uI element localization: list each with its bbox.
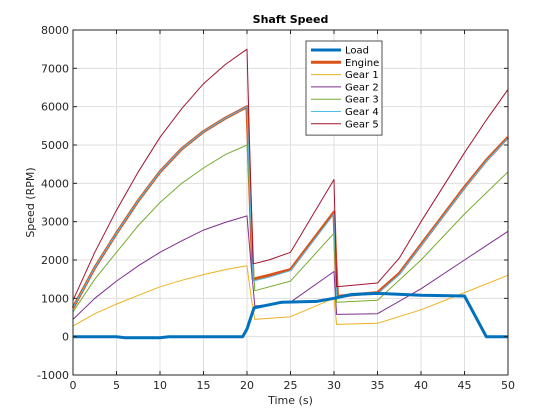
legend-label-gear-4: Gear 4: [345, 107, 379, 118]
series-line-gear-4: [72, 106, 509, 309]
x-tick-label: 5: [113, 379, 120, 392]
legend-label-engine: Engine: [345, 58, 379, 69]
series-line-gear-2: [72, 215, 509, 320]
y-tick-label: 4000: [41, 177, 69, 190]
x-tick-label: 50: [501, 379, 515, 392]
series-line-load: [73, 291, 508, 340]
y-tick-label: 0: [62, 331, 69, 344]
y-axis-label: Speed (RPM): [24, 167, 37, 237]
x-tick-label: 10: [153, 379, 167, 392]
legend-label-gear-2: Gear 2: [345, 82, 379, 93]
legend-box: [305, 40, 383, 136]
x-axis-label: Time (s): [267, 394, 313, 407]
legend-label-gear-3: Gear 3: [345, 95, 379, 106]
y-tick-label: 2000: [41, 254, 69, 267]
chart-title: Shaft Speed: [253, 13, 329, 26]
x-tick-label: 30: [327, 379, 341, 392]
legend-label-gear-5: Gear 5: [345, 119, 379, 130]
y-tick-label: -1000: [37, 369, 69, 382]
series-line-gear-1: [72, 265, 509, 327]
x-tick-label: 20: [240, 379, 254, 392]
x-tick-label: 0: [70, 379, 77, 392]
x-tick-label: 15: [197, 379, 211, 392]
y-tick-label: 5000: [41, 139, 69, 152]
ticks: 0 5 10 15 20 25 30 35 40 45 50-1000010002000300040…: [37, 24, 515, 392]
x-tick-label: 25: [284, 379, 298, 392]
y-tick-label: 1000: [41, 292, 69, 305]
series-line-gear-5: [72, 48, 509, 301]
legend-label-load: Load: [345, 46, 369, 57]
y-tick-label: 7000: [41, 62, 69, 75]
y-tick-label: 6000: [41, 101, 69, 114]
x-tick-label: 45: [458, 379, 472, 392]
y-tick-label: 3000: [41, 216, 69, 229]
series-lines: [71, 48, 510, 340]
x-tick-label: 35: [371, 379, 385, 392]
y-tick-label: 8000: [41, 24, 69, 37]
x-tick-label: 40: [414, 379, 428, 392]
legend-label-gear-1: Gear 1: [345, 70, 379, 81]
